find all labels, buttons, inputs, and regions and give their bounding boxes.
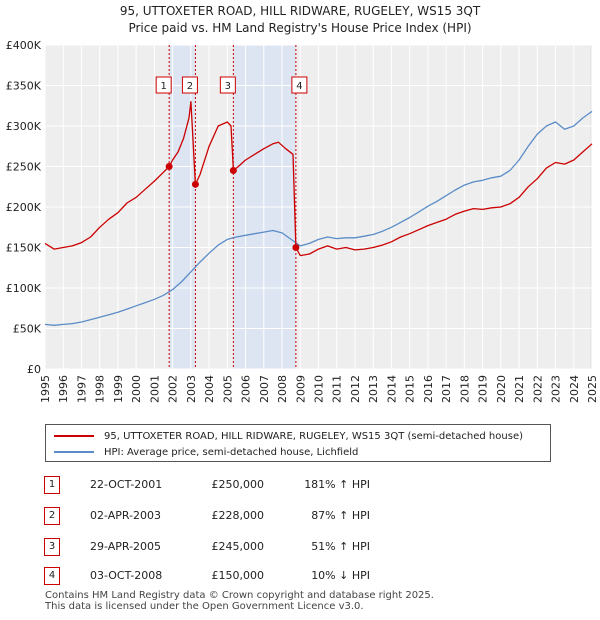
x-tick-label: 2023 (550, 375, 563, 403)
price-chart: £0 £50K £100K £150K £200K £250K £300K £350K £400… (6, 39, 599, 403)
legend-swatch-property (54, 435, 94, 437)
transaction-marker (229, 167, 237, 175)
x-tick-label: 2016 (422, 375, 435, 403)
y-tick-label: £350K (6, 80, 42, 93)
transaction-hpi: 10% ↓ HPI (311, 569, 370, 582)
transaction-date: 02-APR-2003 (90, 509, 162, 522)
transaction-price: £245,000 (211, 540, 265, 553)
x-tick-label: 2003 (185, 375, 198, 403)
x-tick-label: 2019 (477, 375, 490, 403)
legend-swatch-hpi (54, 451, 94, 453)
x-tick-label: 2013 (367, 375, 380, 403)
x-tick-label: 2021 (513, 375, 526, 403)
y-tick-label: £150K (6, 242, 42, 255)
transaction-number: 3 (44, 538, 60, 556)
y-tick-label: £250K (6, 161, 42, 174)
transaction-date: 29-APR-2005 (90, 540, 162, 553)
series-line (44, 110, 593, 326)
x-tick-label: 1999 (112, 375, 125, 403)
transaction-label-box (181, 76, 198, 94)
transaction-price: £228,000 (211, 509, 265, 522)
x-tick-label: 2000 (130, 375, 143, 403)
transaction-row: 1 22-OCT-2001 £250,000 181% ↑ HPI (44, 476, 444, 494)
x-tick-label: 2012 (349, 375, 362, 403)
x-tick-label: 2001 (148, 375, 161, 403)
footer-licence: This data is licensed under the Open Gov… (45, 601, 364, 612)
y-tick-label: £50K (13, 323, 42, 336)
y-tick-label: £300K (6, 120, 42, 133)
x-tick-label: 2005 (221, 375, 234, 403)
x-tick-label: 2018 (458, 375, 471, 403)
x-tick-label: 2022 (531, 375, 544, 403)
x-tick-label: 1998 (94, 375, 107, 403)
transaction-label-box (155, 76, 172, 94)
legend: 95, UTTOXETER ROAD, HILL RIDWARE, RUGELE… (45, 424, 551, 462)
transaction-label: 4 (296, 81, 302, 92)
transaction-row: 4 03-OCT-2008 £150,000 10% ↓ HPI (44, 567, 444, 585)
chart-title: 95, UTTOXETER ROAD, HILL RIDWARE, RUGELE… (119, 4, 481, 18)
transaction-hpi: 181% ↑ HPI (304, 478, 370, 491)
transaction-label-box (219, 76, 236, 94)
chart-subtitle: Price paid vs. HM Land Registry's House … (128, 21, 472, 35)
x-tick-label: 2008 (276, 375, 289, 403)
transaction-marker (191, 180, 199, 188)
x-tick-label: 2024 (568, 375, 581, 403)
legend-item-property: 95, UTTOXETER ROAD, HILL RIDWARE, RUGELE… (54, 428, 523, 444)
transaction-number: 2 (44, 507, 60, 525)
y-tick-label: £100K (6, 282, 42, 295)
x-tick-label: 2014 (385, 375, 398, 403)
transaction-hpi: 51% ↑ HPI (311, 540, 370, 553)
x-tick-label: 2002 (167, 375, 180, 403)
x-tick-label: 2020 (495, 375, 508, 403)
x-tick-label: 2004 (203, 375, 216, 403)
x-tick-label: 2007 (258, 375, 271, 403)
x-tick-label: 2017 (440, 375, 453, 403)
transaction-label: 1 (160, 81, 166, 92)
x-tick-label: 1995 (39, 375, 52, 403)
x-tick-label: 2009 (294, 375, 307, 403)
transaction-hpi: 87% ↑ HPI (311, 509, 370, 522)
y-tick-label: £0 (27, 363, 41, 376)
y-tick-label: £400K (6, 39, 42, 52)
transaction-label: 2 (187, 81, 193, 92)
transaction-marker (165, 163, 173, 170)
transaction-label-box (291, 76, 308, 94)
x-tick-label: 2025 (586, 375, 599, 403)
transaction-price: £250,000 (211, 478, 265, 491)
x-tick-label: 2006 (240, 375, 253, 403)
x-tick-label: 1997 (75, 375, 88, 403)
transaction-number: 1 (44, 476, 60, 494)
transaction-price: £150,000 (211, 569, 265, 582)
legend-item-hpi: HPI: Average price, semi-detached house,… (54, 444, 358, 460)
legend-label-hpi: HPI: Average price, semi-detached house,… (104, 446, 359, 458)
transaction-date: 22-OCT-2001 (90, 478, 163, 491)
y-tick-label: £200K (6, 201, 42, 214)
transaction-row: 2 02-APR-2003 £228,000 87% ↑ HPI (44, 507, 444, 525)
series-line (44, 101, 593, 257)
transaction-number: 4 (44, 567, 60, 585)
legend-label-property: 95, UTTOXETER ROAD, HILL RIDWARE, RUGELE… (104, 430, 523, 442)
transaction-date: 03-OCT-2008 (90, 569, 163, 582)
x-tick-label: 1996 (57, 375, 70, 403)
x-tick-label: 2015 (404, 375, 417, 403)
x-tick-label: 2011 (331, 375, 344, 403)
transaction-marker (292, 244, 300, 251)
x-tick-label: 2010 (313, 375, 326, 403)
transaction-row: 3 29-APR-2005 £245,000 51% ↑ HPI (44, 538, 444, 556)
footer-copyright: Contains HM Land Registry data © Crown c… (45, 590, 434, 601)
transaction-label: 3 (225, 81, 231, 92)
